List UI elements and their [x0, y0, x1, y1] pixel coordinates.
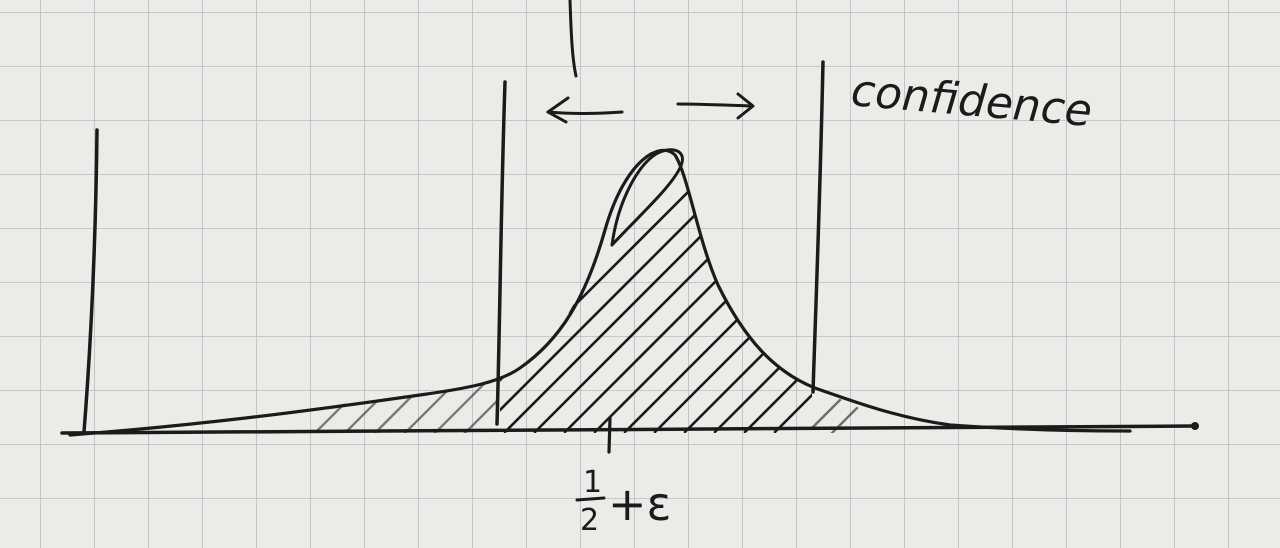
mean-label: 1 2 +ε [575, 465, 671, 538]
x-axis-end-dot [1191, 422, 1199, 430]
mean-label-numerator: 1 [583, 465, 602, 500]
interval-width-arrow [546, 92, 755, 124]
interval-right-boundary [811, 60, 825, 394]
mean-tick-mark [607, 416, 612, 454]
top-tick-stroke [568, 0, 578, 78]
mean-label-denominator: 2 [580, 503, 599, 538]
curve-peak-loop [610, 148, 684, 247]
mean-label-suffix: +ε [608, 477, 671, 531]
interval-left-boundary [495, 80, 507, 426]
fraction-bar [575, 496, 606, 502]
y-axis-line [82, 128, 99, 434]
distribution-curve [68, 148, 1132, 437]
